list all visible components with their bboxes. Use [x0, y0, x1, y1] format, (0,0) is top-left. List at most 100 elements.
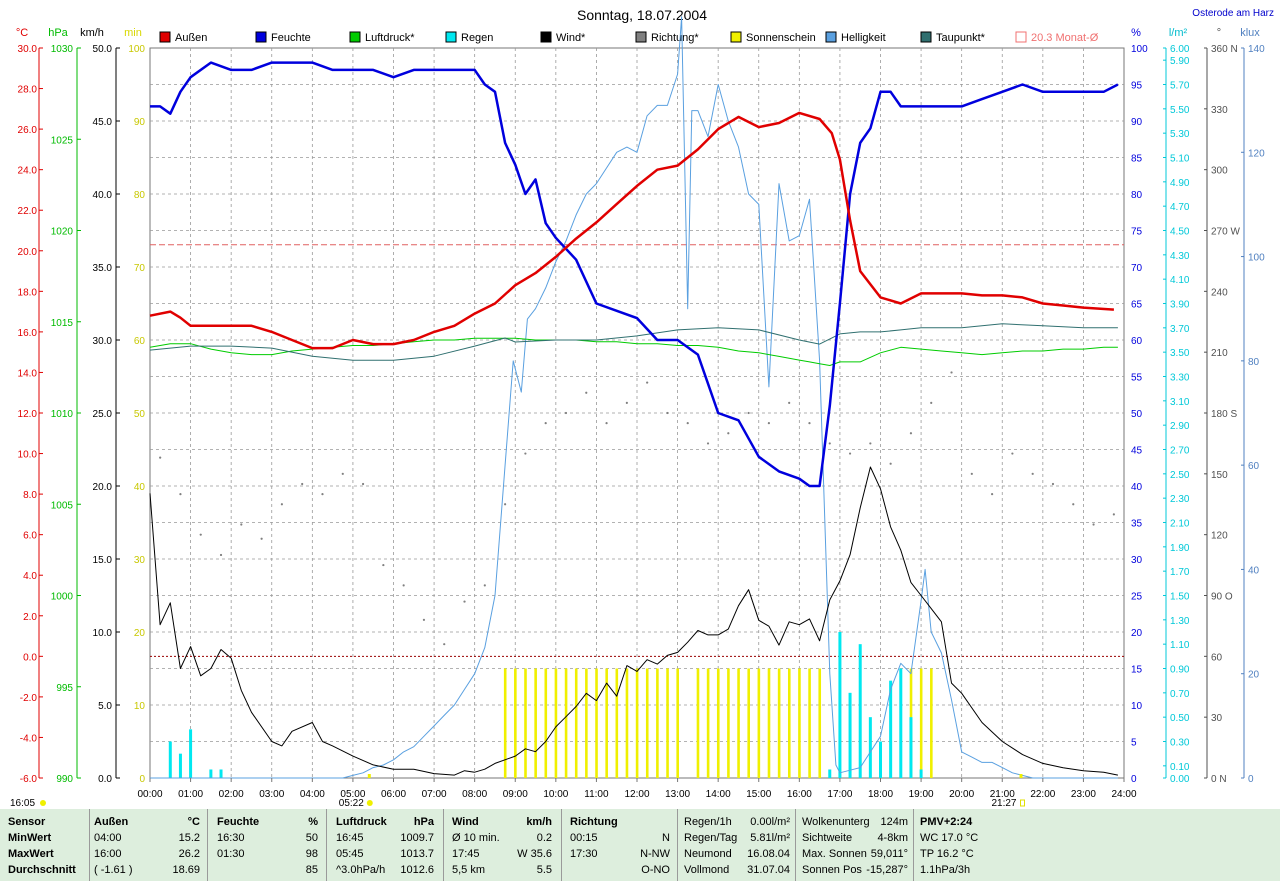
- stats-cell: Vollmond: [684, 864, 730, 876]
- time-tick: 02:00: [219, 789, 244, 800]
- stats-cell: 18.69: [172, 864, 200, 876]
- temp-tick: 26.0: [18, 125, 38, 136]
- stats-cell: 1012.6: [400, 864, 434, 876]
- rain-bar: [848, 692, 852, 778]
- sunmin-tick: 10: [134, 701, 146, 712]
- rain-tick: 5.50: [1170, 105, 1190, 116]
- sunset-tick: [1019, 774, 1023, 778]
- wind-tick: 30.0: [93, 336, 113, 347]
- rain-tick: 1.70: [1170, 567, 1190, 578]
- direction-point: [382, 563, 385, 567]
- stats-cell: °C: [187, 816, 200, 828]
- time-tick: 01:00: [178, 789, 203, 800]
- stats-cell: Durchschnitt: [8, 864, 76, 876]
- rain-bar: [899, 668, 903, 778]
- legend-label: Sonnenschein: [746, 32, 816, 44]
- stats-row: MaxWert 16:00 26.2 01:30 98 05:45 1013.7 17:45 W…: [0, 847, 1280, 863]
- time-axis: 00:00 01:00 02:00 03:00 04:00 05:00 06:00 07:00…: [137, 778, 1137, 800]
- direction-tick: 150: [1211, 470, 1228, 481]
- rain-tick: 3.70: [1170, 324, 1190, 335]
- direction-tick: 180 S: [1211, 409, 1237, 420]
- time-tick: 14:00: [706, 789, 731, 800]
- stats-cell: Außen: [94, 816, 129, 828]
- direction-point: [686, 422, 689, 425]
- time-tick: 04:00: [300, 789, 325, 800]
- sunshine-bar: [656, 668, 659, 778]
- sunmin-tick: 80: [134, 190, 146, 201]
- wind-tick: 0.0: [98, 774, 112, 785]
- direction-point: [240, 523, 243, 526]
- rain-tick: 1.10: [1170, 640, 1190, 651]
- sun-marker-icon: [40, 800, 46, 806]
- temp-tick: 8.0: [23, 490, 37, 501]
- stats-row: MinWert 04:00 15.2 16:30 50 16:45 1009.7 Ø 10 m…: [0, 831, 1280, 847]
- sunmin-tick: 40: [134, 482, 146, 493]
- time-tick: 05:00: [340, 789, 365, 800]
- time-tick: 20:00: [949, 789, 974, 800]
- humidity-tick: 95: [1131, 81, 1143, 92]
- sunshine-bar: [503, 668, 507, 778]
- time-tick: 17:00: [827, 789, 852, 800]
- sun-times: 16:05 05:22 21:27: [10, 774, 1026, 809]
- direction-point: [1051, 482, 1055, 486]
- rain-tick: 0.90: [1170, 665, 1190, 676]
- time-tick: 07:00: [422, 789, 447, 800]
- wind-tick: 50.0: [93, 44, 113, 55]
- direction-point: [199, 533, 202, 536]
- stats-cell: 04:00: [94, 832, 122, 844]
- direction-point: [341, 472, 344, 475]
- sunshine-bar: [818, 668, 822, 778]
- direction-axis-unit: °: [1217, 27, 1221, 39]
- pressure-tick: 995: [56, 683, 73, 694]
- stats-cell: 01:30: [217, 848, 245, 860]
- temp-tick: 30.0: [18, 44, 38, 55]
- time-tick: 21:00: [990, 789, 1015, 800]
- sunshine-bar: [930, 668, 933, 778]
- legend-label: 20.3 Monat-Ø: [1031, 32, 1099, 44]
- humidity-tick: 15: [1131, 665, 1143, 676]
- stats-cell: 1009.7: [400, 832, 434, 844]
- sunshine-bar: [747, 668, 751, 778]
- legend-label: Außen: [175, 32, 207, 44]
- sunshine-bar: [727, 668, 730, 778]
- sunshine-bar: [798, 668, 801, 778]
- sunshine-bar: [757, 668, 761, 778]
- stats-cell: Wind: [452, 816, 479, 828]
- humidity-tick: 70: [1131, 263, 1143, 274]
- stats-cell: %: [308, 816, 318, 828]
- stats-cell: 0.00l/m²: [750, 816, 790, 828]
- wind-tick: 15.0: [93, 555, 113, 566]
- direction-point: [747, 411, 750, 415]
- humidity-tick: 40: [1131, 482, 1143, 493]
- chart-title: Sonntag, 18.07.2004: [577, 7, 707, 23]
- humidity-axis-unit: %: [1131, 27, 1141, 39]
- left-time-label: 16:05: [10, 798, 35, 809]
- direction-point: [625, 401, 628, 404]
- legend-label: Helligkeit: [841, 32, 886, 44]
- stats-cell: 1013.7: [400, 848, 434, 860]
- humidity-tick: 5: [1131, 738, 1137, 749]
- stats-cell: 124m: [880, 816, 908, 828]
- direction-point: [889, 462, 892, 465]
- temp-tick: 12.0: [18, 409, 38, 420]
- rain-tick: 2.10: [1170, 519, 1190, 530]
- direction-point: [808, 422, 811, 425]
- rain-bar: [909, 717, 913, 778]
- direction-point: [646, 381, 649, 384]
- rain-tick: 5.30: [1170, 129, 1190, 140]
- legend-swatch: [445, 31, 457, 43]
- series-wind-line: [149, 466, 1119, 776]
- rain-tick: 5.10: [1170, 154, 1190, 165]
- rain-tick: 3.90: [1170, 300, 1190, 311]
- lux-tick: 0: [1248, 774, 1254, 785]
- wind-tick: 5.0: [98, 701, 112, 712]
- direction-point: [848, 452, 852, 455]
- direction-point: [585, 391, 588, 394]
- rain-tick: 0.70: [1170, 689, 1190, 700]
- stats-cell: km/h: [526, 816, 552, 828]
- sunshine-bar: [716, 668, 720, 778]
- sunmin-tick: 50: [134, 409, 146, 420]
- direction-point: [402, 584, 405, 587]
- legend-label: Richtung*: [651, 32, 699, 44]
- stats-cell: O-NO: [641, 864, 670, 876]
